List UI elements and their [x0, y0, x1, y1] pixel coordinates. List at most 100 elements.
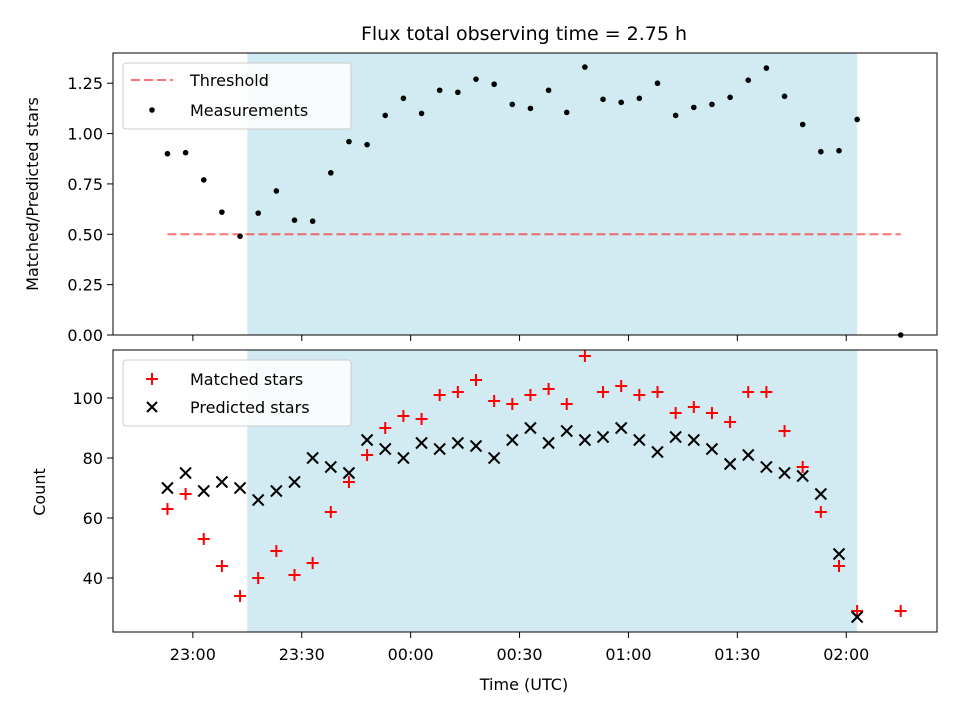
- matched-star-point: [687, 401, 700, 413]
- predicted-star-point: [578, 433, 592, 447]
- matched-star-point: [894, 605, 907, 617]
- predicted-star-point: [669, 430, 682, 444]
- matched-star-point: [832, 560, 845, 572]
- predicted-star-point: [360, 433, 374, 447]
- matched-star-point: [451, 386, 464, 398]
- count-x-axis-label: Time (UTC): [479, 675, 568, 694]
- measurement-point: [818, 148, 824, 155]
- predicted-star-point: [723, 457, 737, 471]
- matched-star-point: [379, 422, 392, 434]
- predicted-star-point: [215, 475, 229, 489]
- measurement-point: [382, 112, 389, 119]
- matched-star-point: [724, 416, 737, 428]
- predicted-star-point: [270, 484, 283, 498]
- measurement-point: [563, 109, 570, 116]
- measurement-point: [854, 116, 860, 123]
- matched-star-point: [288, 569, 301, 581]
- count-legend-box: [122, 359, 352, 427]
- measurement-point: [182, 149, 189, 156]
- predicted-star-point: [379, 442, 392, 456]
- matched-star-point: [161, 503, 174, 515]
- matched-star-point: [542, 383, 555, 395]
- predicted-star-point: [469, 439, 483, 453]
- predicted-star-point: [161, 481, 174, 495]
- matched-legend-label: Matched stars: [190, 370, 303, 389]
- matched-star-point: [578, 350, 591, 362]
- measurement-point: [799, 121, 806, 128]
- matched-star-point: [252, 572, 265, 584]
- predicted-legend-swatch: [146, 401, 158, 413]
- measurement-point: [346, 138, 352, 145]
- ratio-y-tick-label: 1.25: [67, 74, 103, 93]
- measurement-point: [327, 170, 334, 176]
- measurement-point: [455, 89, 461, 96]
- predicted-star-point: [397, 451, 410, 465]
- matched-star-point: [415, 413, 428, 425]
- predicted-star-point: [233, 481, 247, 495]
- matched-star-point: [433, 389, 446, 401]
- ratio-y-tick-label: 0.25: [67, 276, 103, 295]
- predicted-star-point: [796, 469, 809, 483]
- measurement-point: [436, 87, 443, 94]
- x-tick-label: 00:30: [497, 645, 543, 664]
- matched-star-point: [342, 476, 355, 488]
- x-tick-label: 23:00: [170, 645, 216, 664]
- predicted-star-point: [524, 421, 537, 435]
- matched-star-point: [324, 506, 337, 518]
- measurement-point: [291, 217, 298, 223]
- matched-star-point: [651, 386, 664, 398]
- predicted-star-point: [705, 442, 719, 456]
- measurement-point: [582, 64, 588, 70]
- predicted-star-point: [778, 466, 791, 480]
- matched-star-point: [306, 557, 319, 569]
- matched-star-point: [197, 533, 210, 545]
- measurement-point: [237, 233, 243, 240]
- matched-star-point: [778, 425, 791, 437]
- measurement-point: [418, 110, 425, 117]
- matched-star-point: [488, 395, 501, 407]
- measurement-point: [600, 96, 606, 103]
- measurement-point: [273, 188, 280, 194]
- predicted-star-point: [197, 484, 210, 498]
- matched-star-point: [469, 374, 482, 386]
- count-y-tick-label: 100: [72, 389, 103, 408]
- predicted-star-point: [633, 433, 646, 447]
- predicted-star-point: [451, 436, 465, 450]
- x-tick-label: 01:00: [605, 645, 651, 664]
- predicted-star-point: [251, 493, 265, 507]
- predicted-star-point: [433, 442, 446, 456]
- count-y-tick-label: 40: [83, 569, 103, 588]
- measurement-point: [400, 95, 407, 102]
- measurement-point: [219, 209, 225, 215]
- measurement-point: [727, 94, 733, 101]
- predicted-star-point: [179, 466, 192, 480]
- measurement-point: [164, 150, 171, 157]
- matched-star-point: [234, 590, 247, 602]
- x-tick-label: 01:30: [714, 645, 760, 664]
- count-y-axis-label: Count: [30, 468, 49, 516]
- predicted-star-point: [487, 451, 501, 465]
- measurement-point: [781, 93, 788, 100]
- measurement-point: [309, 218, 316, 224]
- count-panel-frame: [112, 349, 938, 633]
- measurement-point: [527, 105, 534, 112]
- x-tick-label: 02:00: [823, 645, 869, 664]
- matched-star-point: [506, 398, 519, 410]
- measurement-point: [836, 147, 842, 154]
- ratio-y-tick-label: 0.00: [67, 326, 103, 345]
- predicted-star-point: [742, 448, 755, 462]
- measurement-point: [745, 77, 752, 83]
- predicted-star-point: [560, 424, 573, 438]
- matched-star-point: [633, 389, 646, 401]
- matched-star-point: [560, 398, 573, 410]
- measurement-point: [654, 80, 661, 87]
- measurement-point: [709, 101, 715, 108]
- count-legend: Matched stars Predicted stars: [122, 359, 352, 427]
- measurement-point: [364, 141, 370, 148]
- measurement-point: [763, 65, 770, 71]
- predicted-star-point: [542, 436, 555, 450]
- measurements-legend-swatch: [149, 107, 155, 113]
- predicted-star-point: [651, 445, 664, 459]
- matched-star-point: [760, 386, 773, 398]
